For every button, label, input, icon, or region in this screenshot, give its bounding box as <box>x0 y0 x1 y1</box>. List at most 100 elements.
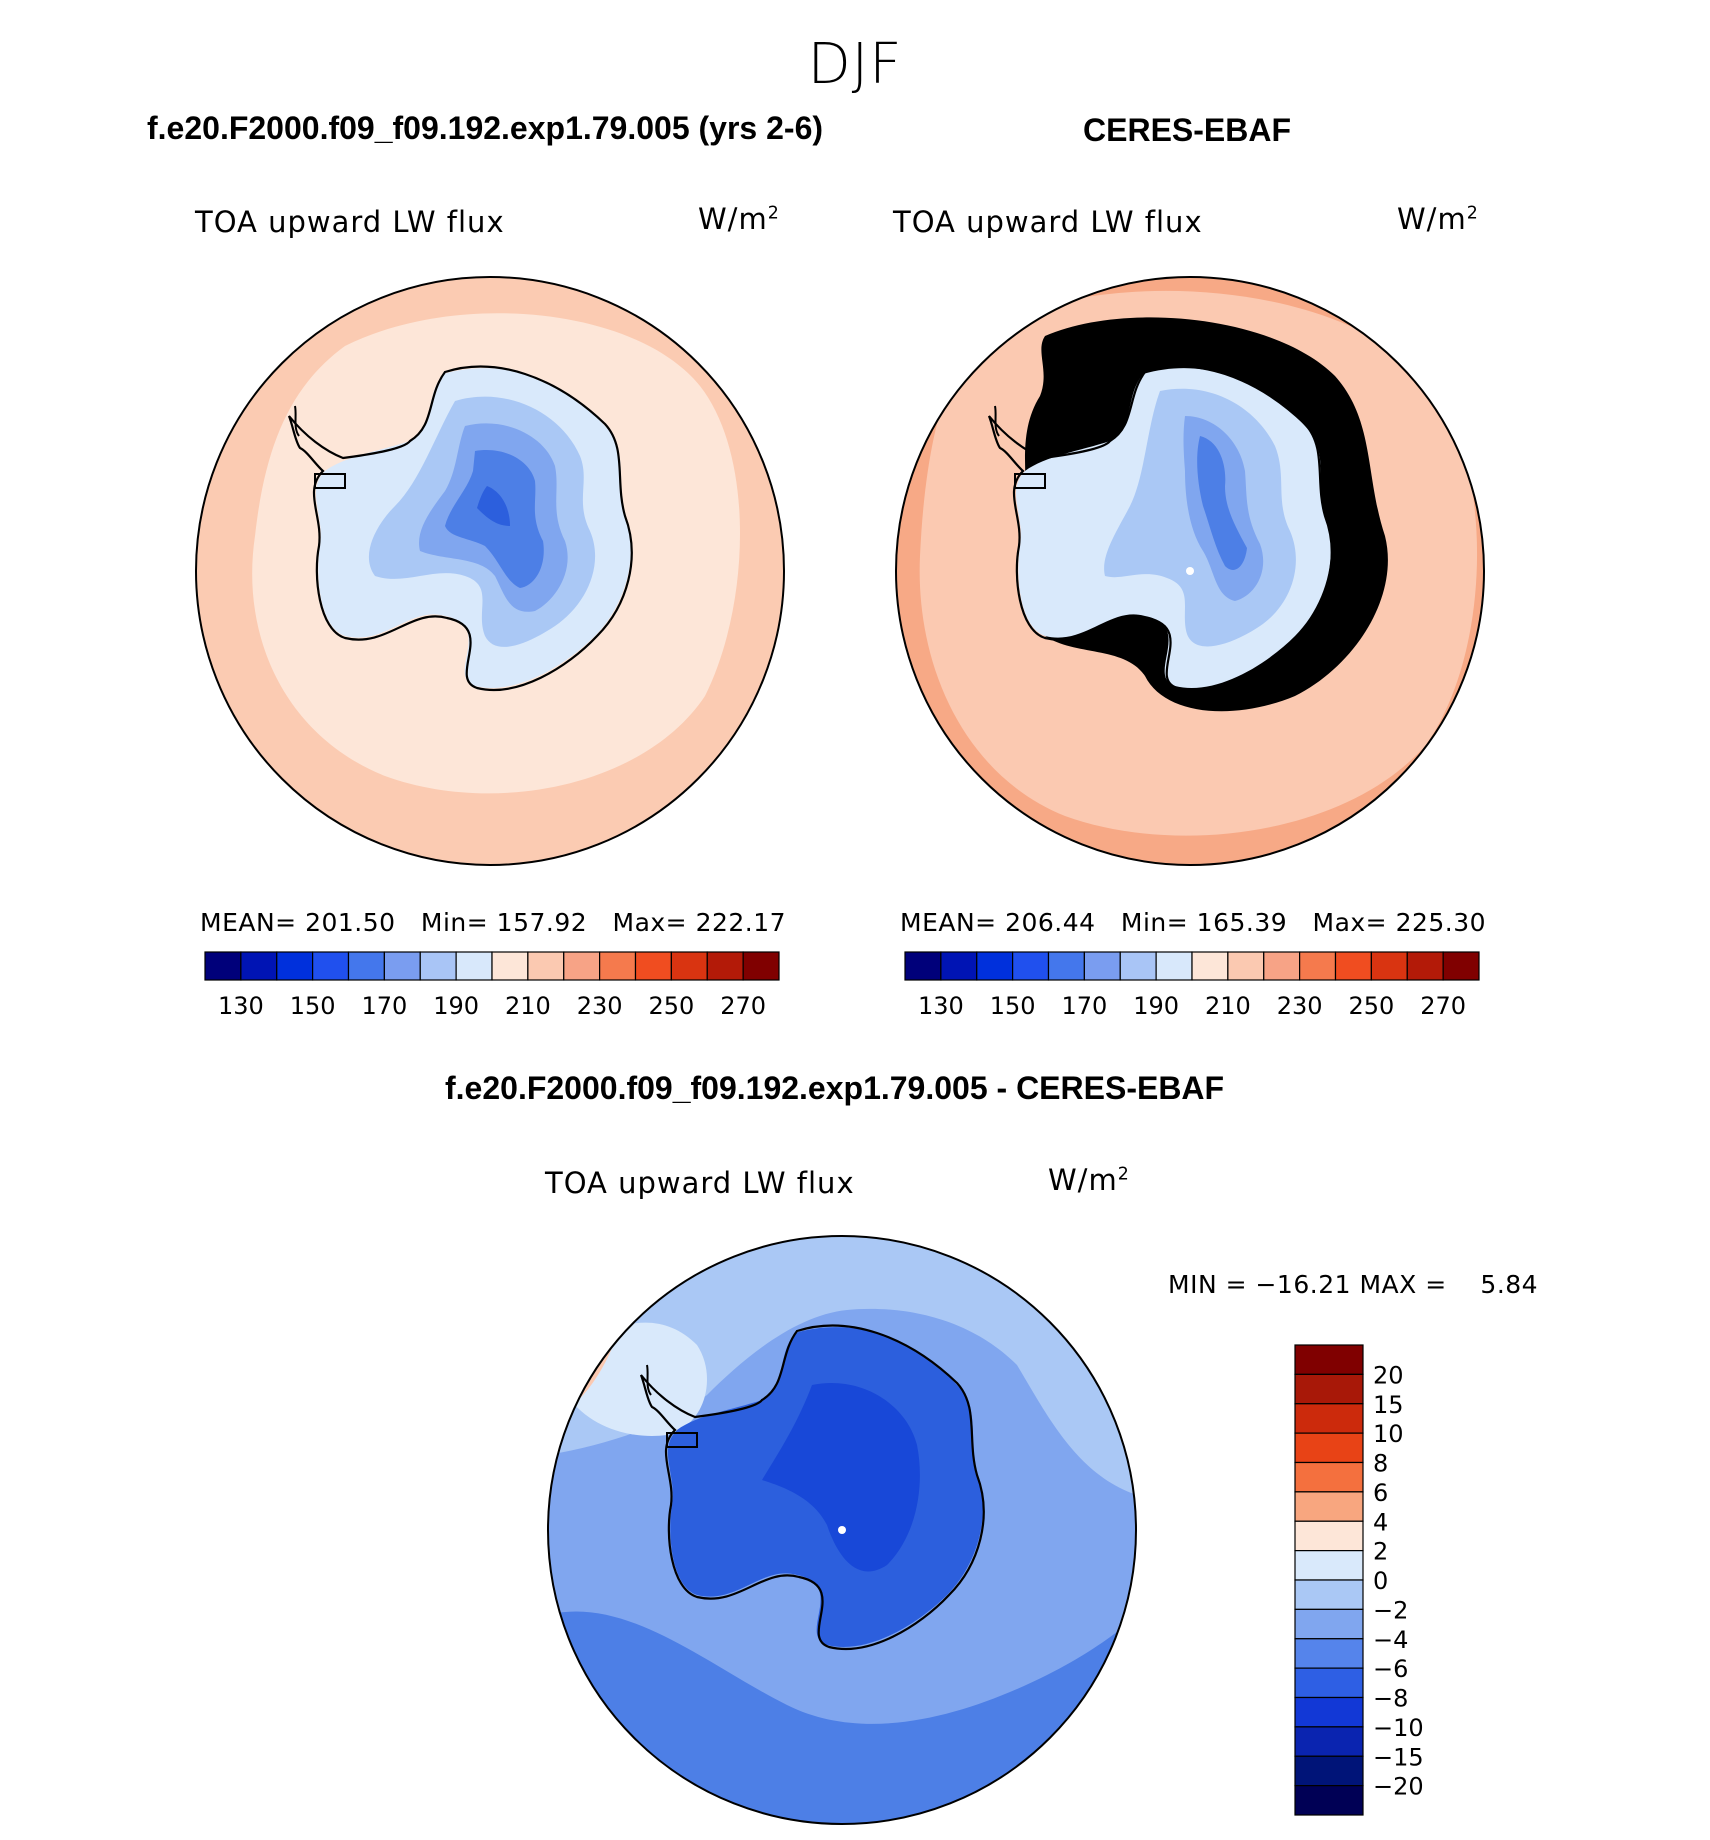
panel1-colorbar-box <box>347 951 385 981</box>
panel1-coastline <box>287 365 633 691</box>
diff-colorbar-box <box>1294 1667 1364 1699</box>
panel2-colorbar-tick-label: 170 <box>1061 992 1107 1020</box>
panel1-colorbar-box <box>527 951 565 981</box>
panel1-colorbar-tick-label: 170 <box>361 992 407 1020</box>
diff-colorbar-box <box>1294 1344 1364 1375</box>
diff-colorbar-label: 10 <box>1373 1420 1404 1448</box>
diff-land-core <box>762 1383 920 1572</box>
panel2-map-border <box>895 276 1485 866</box>
panel1-colorbar-box <box>670 951 708 981</box>
panel2-colorbar-tick-label: 130 <box>918 992 964 1020</box>
panel1-colorbar-tick-label: 270 <box>720 992 766 1020</box>
panel1-colorbar-tick-label: 250 <box>648 992 694 1020</box>
panel2-colorbar-box <box>1263 951 1301 981</box>
diff-coastline <box>639 1324 985 1650</box>
panel1-colorbar-box <box>599 951 637 981</box>
diff-colorbar-label: 20 <box>1373 1361 1404 1389</box>
panel1-colorbar-box <box>563 951 601 981</box>
panel2-colorbar-box <box>1299 951 1337 981</box>
diff-colorbar-box <box>1294 1373 1364 1405</box>
diff-colorbar-label: 8 <box>1373 1450 1388 1478</box>
diff-colorbar-box <box>1294 1726 1364 1757</box>
panel1-colorbar-tick-label: 190 <box>433 992 479 1020</box>
panel2-colorbar-box <box>976 951 1014 981</box>
panel1-colorbar-box <box>742 951 780 981</box>
panel2-colorbar-tick-label: 230 <box>1277 992 1323 1020</box>
diff-colorbar-label: 6 <box>1373 1479 1388 1507</box>
panel1-colorbar-box <box>383 951 421 981</box>
diff-colorbar-label: 2 <box>1373 1538 1388 1566</box>
panel2-weddell-shelf <box>1014 473 1046 489</box>
diff-map <box>547 1235 1137 1825</box>
panel1-colorbar-box <box>455 951 493 981</box>
panel1-colorbar-box <box>276 951 314 981</box>
diff-colorbar-label: −10 <box>1373 1714 1424 1742</box>
panel2-colorbar-box <box>1047 951 1085 981</box>
panel1-colorbar-tick-label: 150 <box>290 992 336 1020</box>
panel1-colorbar-tick-label: 210 <box>505 992 551 1020</box>
diff-peninsula <box>646 1364 652 1396</box>
diff-colorbar-label: 15 <box>1373 1391 1404 1419</box>
panel1-colorbar-tick-label: 130 <box>218 992 264 1020</box>
diff-colorbar-label: −15 <box>1373 1743 1424 1771</box>
diff-colorbar-box <box>1294 1520 1364 1552</box>
panel2-colorbar-tick-label: 250 <box>1348 992 1394 1020</box>
diff-minmax: MIN = −16.21 MAX = 5.84 <box>1168 1270 1539 1299</box>
panel2-colorbar-box <box>1012 951 1050 981</box>
panel2-stats: MEAN= 206.44 Min= 165.39 Max= 225.30 <box>900 908 1487 937</box>
diff-colorbar-label: 0 <box>1373 1567 1388 1595</box>
panel2-colorbar-box <box>1227 951 1265 981</box>
diff-colorbar-label: −2 <box>1373 1596 1408 1624</box>
diff-weddell-shelf <box>666 1432 698 1448</box>
panel1-colorbar-box <box>312 951 350 981</box>
diff-colorbar-box <box>1294 1785 1364 1816</box>
panel2-colorbar-tick-label: 150 <box>990 992 1036 1020</box>
figure-title: DJF <box>807 32 903 97</box>
panel2-colorbar-box <box>1370 951 1408 981</box>
diff-colorbar-box <box>1294 1432 1364 1464</box>
diff-colorbar-box <box>1294 1579 1364 1610</box>
panel2-units: W/m2 <box>1397 202 1479 236</box>
diff-colorbar-box <box>1294 1696 1364 1728</box>
diff-variable: TOA upward LW flux <box>545 1166 855 1200</box>
panel1-variable: TOA upward LW flux <box>195 205 505 239</box>
panel2-map <box>895 276 1485 866</box>
diff-colorbar-box <box>1294 1638 1364 1669</box>
panel2-colorbar-box <box>1442 951 1480 981</box>
diff-light-region <box>548 1236 1136 1495</box>
panel2-title: CERES-EBAF <box>1083 112 1292 148</box>
panel2-variable: TOA upward LW flux <box>893 205 1203 239</box>
diff-colorbar-box <box>1294 1755 1364 1787</box>
diff-colorbar-label: 4 <box>1373 1508 1388 1536</box>
panel2-colorbar-box <box>1155 951 1193 981</box>
diff-colorbar-box <box>1294 1461 1364 1493</box>
panel1-title: f.e20.F2000.f09_f09.192.exp1.79.005 (yrs… <box>147 110 824 146</box>
panel1-colorbar-box <box>240 951 278 981</box>
diff-colorbar-box <box>1294 1550 1364 1581</box>
panel2-colorbar-tick-label: 190 <box>1133 992 1179 1020</box>
panel1-colorbar-box <box>204 951 242 981</box>
panel1-colorbar-box <box>634 951 672 981</box>
panel2-colorbar-tick-label: 270 <box>1420 992 1466 1020</box>
panel2-colorbar-box <box>1406 951 1444 981</box>
diff-mid-region <box>548 1611 1136 1824</box>
panel1-stats: MEAN= 201.50 Min= 157.92 Max= 222.17 <box>200 908 787 937</box>
panel2-peninsula <box>994 405 1000 437</box>
panel1-peninsula <box>294 405 300 437</box>
panel1-ice-core <box>477 486 510 526</box>
panel2-coastline <box>987 365 1333 691</box>
panel2-colorbar: 130 150 170 190 210 230 250 270 <box>904 951 1480 1020</box>
panel1-map-border <box>195 276 785 866</box>
panel2-colorbar-box <box>904 951 942 981</box>
panel1-colorbar-box <box>706 951 744 981</box>
diff-colorbar-box <box>1294 1608 1364 1640</box>
panel2-colorbar-box <box>1334 951 1372 981</box>
panel1-colorbar-tick-label: 230 <box>577 992 623 1020</box>
diff-colorbar-box <box>1294 1491 1364 1522</box>
panel2-colorbar-box <box>1083 951 1121 981</box>
panel2-pole-marker <box>1186 567 1194 575</box>
diff-pole-marker <box>838 1526 846 1534</box>
panel1-colorbar-box <box>491 951 529 981</box>
panel2-ice-level3 <box>1197 436 1247 570</box>
diff-colorbar-label: −4 <box>1373 1626 1408 1654</box>
